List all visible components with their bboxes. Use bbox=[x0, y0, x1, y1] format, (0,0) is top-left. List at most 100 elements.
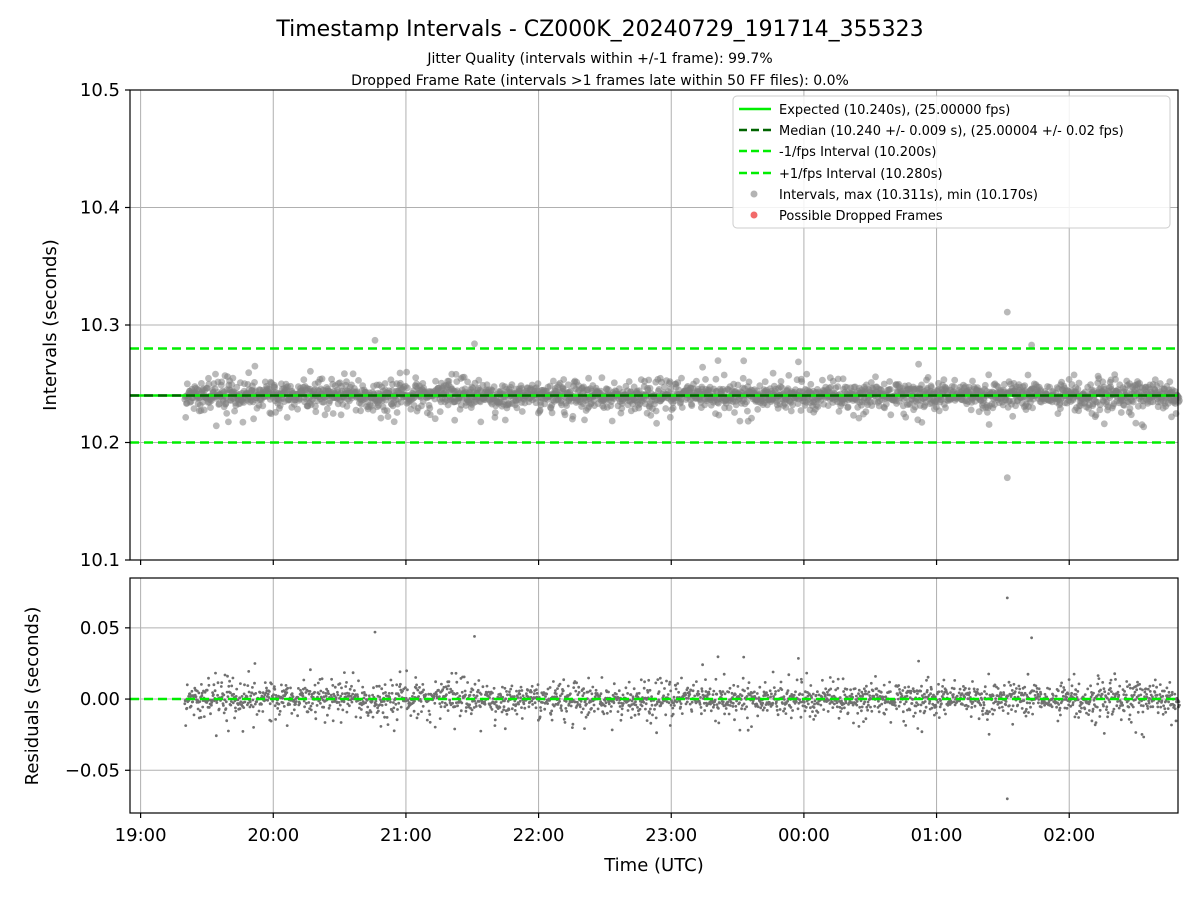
residual-point bbox=[1173, 707, 1177, 711]
interval-point bbox=[381, 380, 389, 387]
residual-point bbox=[324, 692, 328, 695]
residual-point bbox=[785, 691, 789, 695]
residual-point bbox=[746, 686, 750, 690]
residual-point bbox=[412, 709, 416, 713]
residual-point bbox=[953, 703, 957, 707]
residual-point bbox=[596, 707, 600, 711]
interval-point bbox=[337, 411, 345, 419]
residual-point bbox=[470, 708, 474, 712]
residual-point bbox=[888, 680, 891, 684]
residual-point bbox=[1020, 691, 1024, 695]
residual-point bbox=[754, 697, 758, 700]
residual-point bbox=[562, 717, 566, 721]
residual-point bbox=[566, 684, 570, 688]
residual-point bbox=[745, 705, 748, 709]
residual-point bbox=[530, 690, 533, 694]
residual-point bbox=[1173, 704, 1176, 708]
residual-point bbox=[1115, 704, 1119, 708]
residual-point bbox=[1141, 704, 1145, 708]
residual-point bbox=[474, 702, 478, 705]
residual-point bbox=[471, 688, 475, 692]
residual-point bbox=[515, 689, 518, 693]
residual-point bbox=[571, 722, 575, 726]
residual-point bbox=[671, 706, 675, 710]
residual-point bbox=[396, 708, 399, 711]
residual-point bbox=[339, 721, 343, 724]
interval-point bbox=[501, 416, 509, 424]
residual-point bbox=[337, 701, 341, 704]
residual-point bbox=[514, 703, 518, 706]
residual-point bbox=[469, 690, 473, 694]
residual-point bbox=[1116, 700, 1119, 703]
intervals-y-ticks: 10.110.210.310.410.5 bbox=[80, 80, 1070, 571]
interval-point bbox=[228, 381, 236, 388]
residual-point bbox=[414, 676, 418, 679]
residual-point bbox=[634, 700, 637, 704]
residual-point bbox=[808, 715, 812, 718]
interval-point bbox=[564, 381, 572, 389]
residual-point bbox=[274, 718, 277, 721]
residual-point bbox=[727, 712, 731, 716]
residual-point bbox=[1039, 705, 1043, 709]
residual-point bbox=[869, 681, 873, 685]
residual-point bbox=[838, 705, 842, 709]
residual-point bbox=[895, 707, 898, 711]
residual-point bbox=[265, 686, 268, 690]
residual-point bbox=[889, 690, 892, 693]
residual-point bbox=[1123, 690, 1126, 693]
residual-point bbox=[867, 690, 871, 694]
residual-point bbox=[666, 693, 670, 696]
interval-point bbox=[678, 404, 686, 411]
residual-point bbox=[266, 698, 270, 702]
residual-point bbox=[860, 690, 864, 694]
residual-point bbox=[520, 717, 524, 720]
residual-point bbox=[440, 682, 443, 686]
residual-point bbox=[239, 682, 242, 685]
residual-point bbox=[1141, 710, 1145, 714]
residual-point bbox=[1016, 703, 1020, 707]
residual-point bbox=[727, 690, 731, 694]
residual-point bbox=[1003, 684, 1006, 687]
residual-point bbox=[775, 708, 779, 712]
residual-point bbox=[242, 692, 246, 696]
residual-point bbox=[233, 716, 237, 720]
residual-point bbox=[523, 706, 527, 710]
interval-point bbox=[743, 398, 750, 406]
residual-point bbox=[399, 682, 402, 686]
residual-point bbox=[896, 697, 900, 701]
residual-point bbox=[756, 714, 760, 718]
residual-point bbox=[285, 724, 289, 727]
residual-point bbox=[216, 693, 220, 697]
interval-point bbox=[745, 378, 753, 386]
residual-point bbox=[1096, 682, 1100, 686]
residual-point bbox=[838, 700, 841, 703]
residual-point bbox=[479, 705, 482, 709]
residual-point bbox=[290, 712, 294, 715]
interval-point bbox=[967, 406, 975, 414]
residuals-plot-frame bbox=[129, 577, 1179, 814]
residual-point bbox=[438, 717, 442, 720]
residual-point bbox=[1112, 707, 1116, 711]
residual-point bbox=[1059, 713, 1062, 717]
residual-point bbox=[1032, 702, 1035, 705]
residual-point bbox=[1004, 703, 1008, 707]
residual-point bbox=[882, 683, 886, 687]
residual-point bbox=[348, 687, 352, 691]
residual-point bbox=[782, 698, 786, 701]
interval-point bbox=[661, 383, 668, 391]
interval-point bbox=[207, 404, 214, 411]
residual-point bbox=[699, 696, 702, 699]
residual-point bbox=[1139, 693, 1143, 697]
residual-point bbox=[584, 715, 588, 719]
residual-point bbox=[1107, 692, 1110, 696]
interval-point bbox=[390, 418, 398, 426]
residual-point bbox=[230, 684, 234, 688]
residual-point bbox=[348, 704, 351, 708]
interval-point bbox=[1075, 379, 1083, 387]
interval-point bbox=[1029, 404, 1036, 412]
residual-point bbox=[811, 710, 814, 713]
residual-point bbox=[562, 678, 566, 682]
residual-point bbox=[329, 693, 333, 697]
residual-point bbox=[1087, 713, 1090, 716]
